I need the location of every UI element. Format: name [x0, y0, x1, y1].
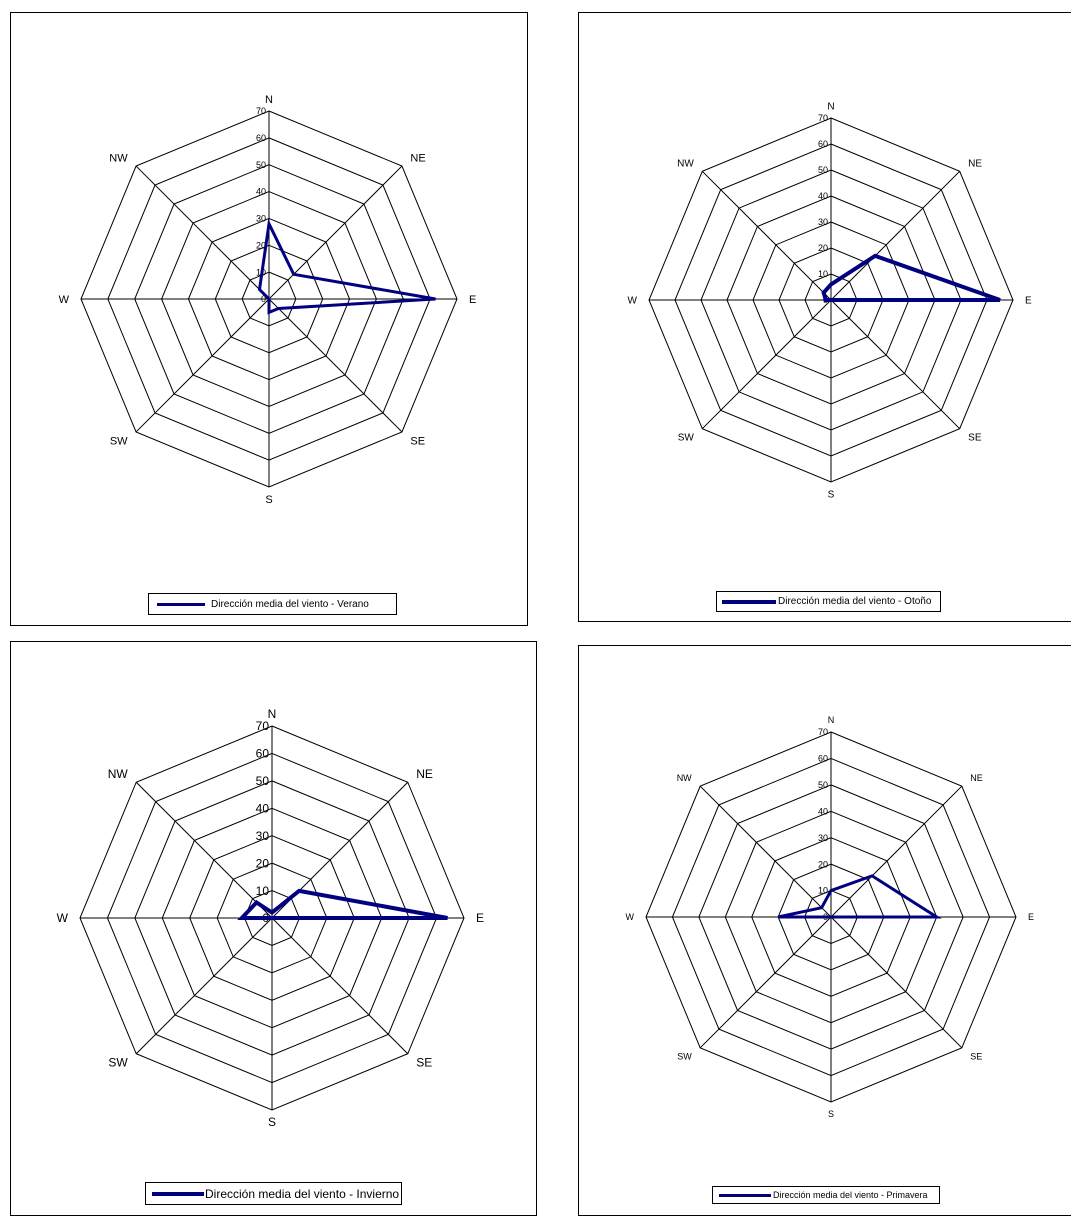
radar-spoke: [135, 165, 270, 300]
radar-spoke: [135, 781, 273, 919]
radar-spoke: [699, 916, 832, 1049]
category-label: N: [827, 102, 834, 113]
radar-spoke: [135, 917, 273, 1055]
radar-spoke: [135, 298, 270, 433]
category-label: E: [1025, 296, 1032, 307]
radial-tick-label: 50: [256, 160, 266, 170]
category-label: SE: [970, 1051, 982, 1061]
radial-tick-label: 60: [256, 133, 266, 143]
category-label: SE: [416, 1055, 432, 1069]
category-label: NW: [108, 767, 129, 781]
radial-tick-label: 20: [818, 859, 828, 869]
radial-tick-label: 10: [818, 886, 828, 896]
radial-tick-label: 60: [818, 754, 828, 764]
category-label: SE: [410, 435, 425, 447]
category-label: N: [265, 94, 273, 106]
chart-legend: Dirección media del viento - Otoño: [716, 591, 941, 612]
radar-chart-panel: 0 10 20 30 40 50 60 70 N NE E SE S SW W NW Dirección me…: [10, 12, 528, 626]
chart-legend: Dirección media del viento - Verano: [148, 593, 397, 615]
legend-line-swatch: [722, 599, 776, 604]
category-label: NE: [416, 767, 433, 781]
category-label: W: [628, 296, 638, 307]
chart-legend: Dirección media del viento - Primavera: [712, 1186, 940, 1204]
legend-label: Dirección media del viento - Invierno: [205, 1186, 400, 1201]
legend-label: Dirección media del viento - Verano: [211, 598, 369, 610]
series-line: [821, 253, 1001, 302]
radial-tick-label: 20: [818, 243, 828, 253]
category-label: SW: [677, 1051, 692, 1061]
radial-tick-label: 50: [256, 774, 270, 788]
legend-line-swatch: [157, 602, 205, 606]
radar-spoke: [701, 299, 832, 430]
radial-tick-label: 30: [256, 829, 270, 843]
radial-tick-label: 10: [256, 884, 270, 898]
radial-tick-label: 60: [256, 747, 270, 761]
category-label: NE: [410, 152, 425, 164]
category-label: S: [828, 490, 835, 501]
category-label: NW: [677, 773, 692, 783]
category-label: E: [469, 294, 476, 306]
radial-tick-label: 20: [256, 856, 270, 870]
radial-tick-label: 40: [256, 801, 270, 815]
category-label: S: [265, 494, 272, 506]
radar-chart-panel: 0 10 20 30 40 50 60 70 N NE E SE S SW W NW Dirección me…: [578, 12, 1071, 622]
radar-spoke: [701, 170, 832, 301]
radar-chart-panel: 0 10 20 30 40 50 60 70 N NE E SE S SW W NW Dirección me…: [10, 641, 537, 1216]
radial-tick-label: 60: [818, 139, 828, 149]
category-label: SW: [110, 435, 128, 447]
category-label: NE: [970, 773, 983, 783]
category-label: N: [268, 707, 277, 721]
legend-line-swatch: [152, 1191, 204, 1196]
category-label: S: [268, 1115, 276, 1129]
category-label: NW: [677, 158, 694, 169]
category-label: W: [57, 911, 69, 925]
legend-line-swatch: [719, 1193, 771, 1197]
radar-chart-panel: 0 10 20 30 40 50 60 70 N NE E SE S SW W NW Dirección me…: [578, 645, 1071, 1216]
radial-tick-label: 40: [818, 806, 828, 816]
radial-tick-label: 50: [818, 165, 828, 175]
series-line: [237, 888, 448, 920]
category-label: SE: [968, 433, 982, 444]
category-label: SW: [678, 433, 695, 444]
radar-spoke: [271, 917, 409, 1055]
category-label: E: [476, 911, 484, 925]
series-line: [777, 874, 942, 919]
category-label: SW: [108, 1055, 128, 1069]
radar-spoke: [830, 916, 963, 1049]
radial-tick-label: 40: [818, 191, 828, 201]
radial-tick-label: 10: [818, 269, 828, 279]
radar-spoke: [830, 299, 961, 430]
category-label: E: [1028, 912, 1034, 922]
radial-tick-label: 30: [256, 214, 266, 224]
legend-label: Dirección media del viento - Primavera: [773, 1190, 928, 1200]
category-label: S: [828, 1109, 834, 1119]
series-line: [257, 218, 436, 315]
radial-tick-label: 30: [818, 833, 828, 843]
chart-legend: Dirección media del viento - Invierno: [145, 1182, 402, 1205]
category-label: N: [828, 715, 835, 725]
category-label: W: [59, 294, 70, 306]
radar-spoke: [830, 170, 961, 301]
radial-tick-label: 30: [818, 217, 828, 227]
radial-tick-label: 70: [818, 727, 828, 737]
radial-tick-label: 50: [818, 780, 828, 790]
category-label: NW: [109, 152, 128, 164]
radial-tick-label: 0: [261, 294, 266, 304]
radar-spoke: [268, 165, 403, 300]
radial-tick-label: 70: [256, 106, 266, 116]
radar-spoke: [830, 785, 963, 918]
radial-tick-label: 70: [818, 113, 828, 123]
legend-label: Dirección media del viento - Otoño: [778, 596, 932, 607]
category-label: W: [626, 912, 635, 922]
radial-tick-label: 70: [256, 719, 270, 733]
radar-spoke: [268, 298, 403, 433]
radial-tick-label: 40: [256, 187, 266, 197]
category-label: NE: [968, 158, 982, 169]
radial-tick-label: 20: [256, 240, 266, 250]
radar-spoke: [699, 785, 832, 918]
